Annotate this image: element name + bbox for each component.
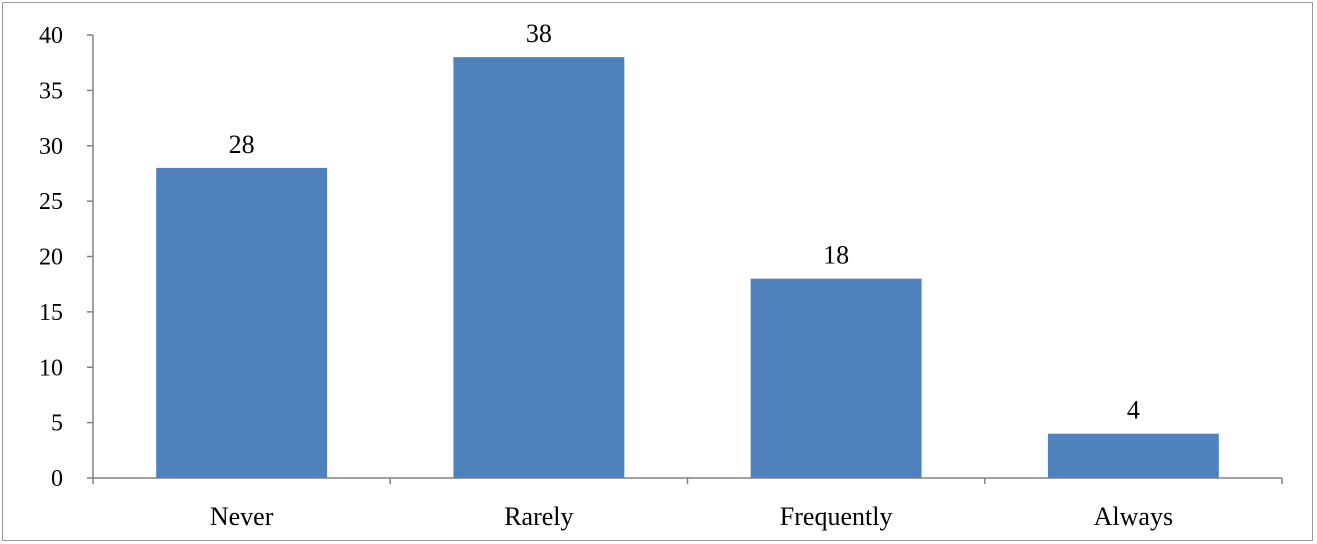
y-tick-label: 5 <box>51 411 63 437</box>
y-tick-label: 0 <box>51 466 63 492</box>
bar-rarely <box>453 57 625 479</box>
x-tick-label-rarely: Rarely <box>504 502 573 531</box>
bar-never <box>156 167 328 478</box>
x-axis-ticks: Never Rarely Frequently Always <box>92 478 1283 531</box>
x-tick-label-always: Always <box>1094 502 1173 531</box>
y-tick-label: 20 <box>39 245 63 271</box>
x-tick-label-frequently: Frequently <box>780 502 893 531</box>
x-tick-label-never: Never <box>210 502 274 531</box>
data-label-rarely: 38 <box>526 19 552 48</box>
y-tick-label: 25 <box>39 189 63 215</box>
y-axis-ticks: 0 5 10 15 20 25 30 35 40 <box>39 23 93 492</box>
data-label-never: 28 <box>229 130 255 159</box>
y-tick-label: 15 <box>39 300 63 326</box>
y-tick-label: 10 <box>39 355 63 381</box>
bars <box>156 57 1219 479</box>
bar-always <box>1047 433 1219 478</box>
y-tick-label: 35 <box>39 78 63 104</box>
data-label-always: 4 <box>1127 396 1140 425</box>
y-tick-label: 40 <box>39 23 63 49</box>
y-tick-label: 30 <box>39 134 63 160</box>
bar-frequently <box>750 278 922 478</box>
data-labels: 28 38 18 4 <box>229 19 1140 425</box>
data-label-frequently: 18 <box>823 241 849 270</box>
